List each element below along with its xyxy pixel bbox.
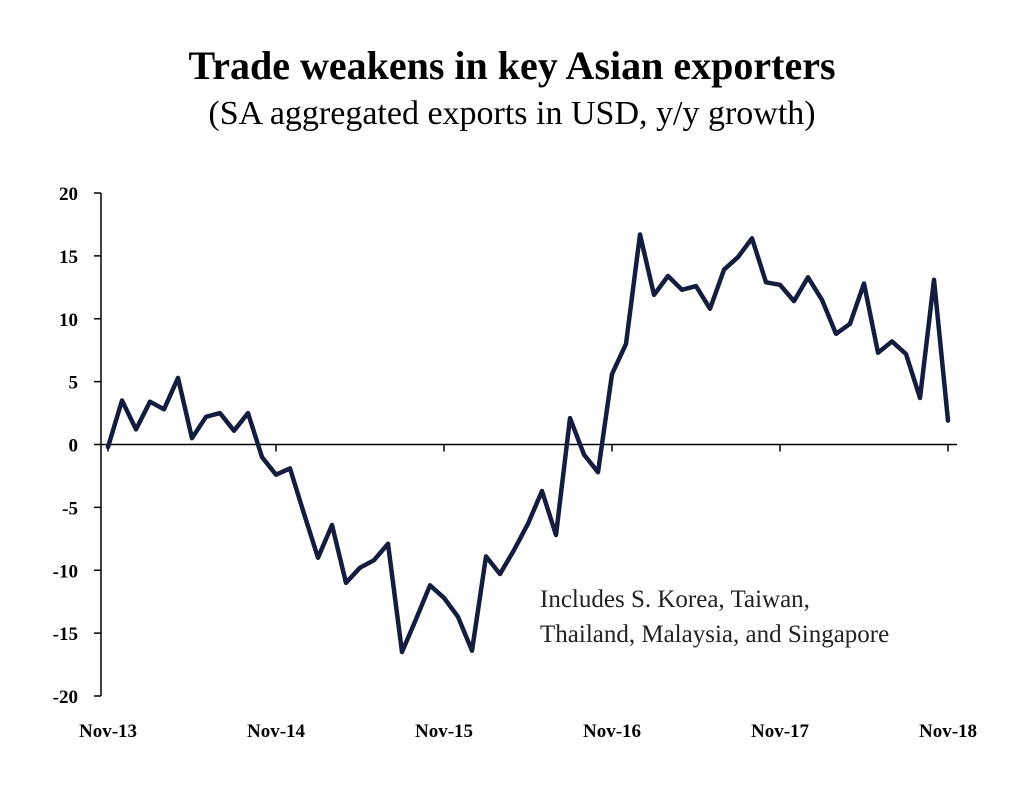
annotation-line: Includes S. Korea, Taiwan,	[540, 586, 810, 613]
y-axis: 20 15 10 5 0 -5 -10 -15 -20	[53, 184, 102, 708]
x-tick-label: Nov-14	[247, 721, 306, 742]
x-tick-label: Nov-13	[79, 721, 137, 742]
x-tick-label: Nov-16	[583, 721, 641, 742]
x-tick-label: Nov-18	[919, 721, 977, 742]
x-tick-label: Nov-15	[415, 721, 473, 742]
y-tick-label: -10	[53, 561, 78, 582]
y-tick-label: 15	[59, 247, 78, 268]
chart-title: Trade weakens in key Asian exporters	[188, 43, 836, 88]
y-tick-label: -5	[62, 498, 78, 519]
x-axis: Nov-13 Nov-14 Nov-15 Nov-16 Nov-17 Nov-18	[79, 443, 977, 742]
y-tick-label: 20	[59, 184, 78, 205]
y-tick-label: 0	[69, 436, 79, 457]
chart-annotation: Includes S. Korea, Taiwan, Thailand, Mala…	[540, 586, 889, 648]
y-tick-label: -20	[53, 687, 78, 708]
x-tick-label: Nov-17	[751, 721, 810, 742]
y-tick-label: 5	[69, 373, 79, 394]
y-tick-label: -15	[53, 624, 78, 645]
series-group	[105, 232, 951, 655]
chart-subtitle: (SA aggregated exports in USD, y/y growt…	[208, 95, 816, 132]
series-line	[105, 232, 951, 655]
annotation-line: Thailand, Malaysia, and Singapore	[540, 621, 889, 648]
y-tick-label: 10	[59, 310, 78, 331]
